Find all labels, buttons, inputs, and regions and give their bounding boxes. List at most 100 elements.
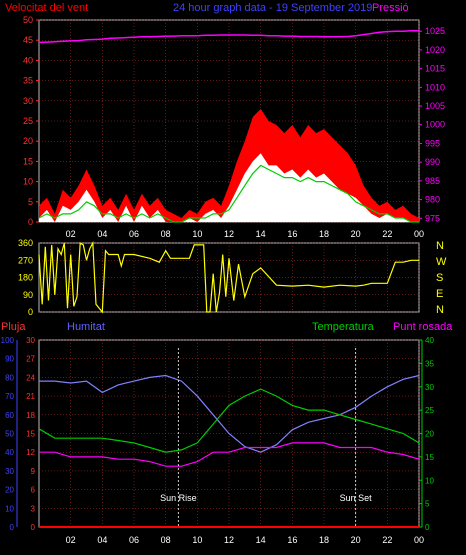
x-tick-label: 02 — [66, 229, 76, 239]
y-tick-label: 25 — [23, 116, 33, 126]
y-tick-label: 10 — [23, 177, 33, 187]
x-tick-label: 12 — [224, 229, 234, 239]
x-tick-label: 22 — [382, 229, 392, 239]
direction-panel-data — [38, 240, 419, 314]
y-tick-label: 0 — [28, 217, 33, 227]
humidity-tick-label: 50 — [5, 430, 14, 439]
x-tick-label: 04 — [97, 229, 107, 239]
humidity-tick-label: 70 — [5, 392, 14, 401]
direction-line — [38, 240, 419, 314]
x-tick-label: 06 — [129, 535, 139, 545]
x-tick-label: 06 — [129, 229, 139, 239]
compass-label: E — [436, 288, 443, 300]
humidity-tick-label: 80 — [5, 373, 14, 382]
temperature-tick-label: 40 — [425, 336, 434, 345]
rain-tick-label: 12 — [26, 448, 35, 457]
humidity-tick-label: 90 — [5, 355, 14, 364]
humidity-tick-label: 20 — [5, 486, 14, 495]
rain-tick-label: 30 — [26, 336, 35, 345]
y-tick-label: 35 — [23, 76, 33, 86]
compass-label: W — [436, 256, 447, 268]
y2-tick-label: 980 — [425, 195, 440, 205]
wind-speed-label: Velocitat del vent — [5, 2, 88, 14]
humidity-tick-label: 60 — [5, 411, 14, 420]
wind-panel-axes: 0510152025303540455097598098599099510001… — [23, 15, 445, 239]
x-tick-label: 20 — [351, 535, 361, 545]
x-tick-label: 12 — [224, 535, 234, 545]
pressure-label: Pressió — [372, 2, 409, 14]
x-tick-label: 16 — [287, 229, 297, 239]
direction-tick-label: 180 — [18, 273, 33, 283]
temperature-tick-label: 30 — [425, 383, 434, 392]
dewpoint-label: Punt rosada — [393, 321, 453, 333]
x-tick-label: 14 — [256, 229, 266, 239]
series-temperatura — [38, 388, 420, 453]
x-tick-label: 14 — [256, 535, 266, 545]
y-tick-label: 40 — [23, 55, 33, 65]
direction-tick-label: 90 — [23, 290, 33, 300]
humidity-label: Humitat — [67, 321, 105, 333]
x-tick-label: 00 — [414, 229, 424, 239]
sun-set-label: Sun Set — [340, 493, 373, 503]
humidity-tick-label: 30 — [5, 467, 14, 476]
y-tick-label: 15 — [23, 156, 33, 166]
humidity-tick-label: 100 — [1, 336, 15, 345]
temperature-tick-label: 15 — [425, 453, 434, 462]
rain-label: Pluja — [1, 321, 26, 333]
direction-tick-label: 0 — [28, 307, 33, 317]
humidity-tick-label: 0 — [10, 523, 15, 532]
temperature-tick-label: 5 — [425, 500, 430, 509]
sun-rise-label: Sun Rise — [160, 493, 197, 503]
y2-tick-label: 1015 — [425, 64, 445, 74]
y-tick-label: 5 — [28, 197, 33, 207]
series-humitat — [39, 374, 420, 453]
temperature-tick-label: 0 — [425, 523, 430, 532]
y2-tick-label: 985 — [425, 176, 440, 186]
y-tick-label: 30 — [23, 96, 33, 106]
y2-tick-label: 1010 — [425, 82, 445, 92]
pressure-line — [38, 30, 419, 44]
x-tick-label: 10 — [192, 535, 202, 545]
compass-label: S — [436, 272, 443, 284]
climate-panel-data — [38, 374, 420, 528]
y2-tick-label: 1000 — [425, 120, 445, 130]
climate-panel-axes: 0102030405060708090100036912151821242730… — [1, 336, 435, 545]
rain-tick-label: 18 — [26, 411, 35, 420]
x-tick-label: 04 — [97, 535, 107, 545]
temperature-label: Temperatura — [312, 321, 375, 333]
rain-tick-label: 9 — [31, 467, 36, 476]
y2-tick-label: 975 — [425, 213, 440, 223]
x-tick-label: 18 — [319, 535, 329, 545]
rain-tick-label: 6 — [31, 486, 36, 495]
x-tick-label: 02 — [66, 535, 76, 545]
date-label: 24 hour graph data - 19 September 2019 — [173, 2, 372, 14]
x-tick-label: 08 — [161, 535, 171, 545]
y2-tick-label: 1025 — [425, 26, 445, 36]
temperature-tick-label: 20 — [425, 430, 434, 439]
rain-tick-label: 21 — [26, 392, 35, 401]
y-tick-label: 50 — [23, 15, 33, 25]
x-tick-label: 22 — [382, 535, 392, 545]
wind-average-line — [38, 164, 419, 223]
direction-tick-label: 270 — [18, 255, 33, 265]
x-tick-label: 18 — [319, 229, 329, 239]
compass-label: N — [436, 240, 444, 252]
y2-tick-label: 1005 — [425, 101, 445, 111]
temperature-tick-label: 35 — [425, 359, 434, 368]
series-punt-rosada — [39, 442, 420, 467]
x-tick-label: 20 — [351, 229, 361, 239]
wind-panel-data — [38, 30, 419, 223]
y2-tick-label: 995 — [425, 138, 440, 148]
humidity-tick-label: 40 — [5, 448, 14, 457]
rain-tick-label: 15 — [26, 430, 35, 439]
rain-tick-label: 0 — [31, 523, 36, 532]
temperature-tick-label: 10 — [425, 476, 434, 485]
y2-tick-label: 1020 — [425, 45, 445, 55]
compass-label: N — [436, 304, 444, 316]
x-tick-label: 00 — [414, 535, 424, 545]
y2-tick-label: 990 — [425, 157, 440, 167]
rain-tick-label: 24 — [26, 373, 35, 382]
wind-area — [39, 153, 419, 222]
